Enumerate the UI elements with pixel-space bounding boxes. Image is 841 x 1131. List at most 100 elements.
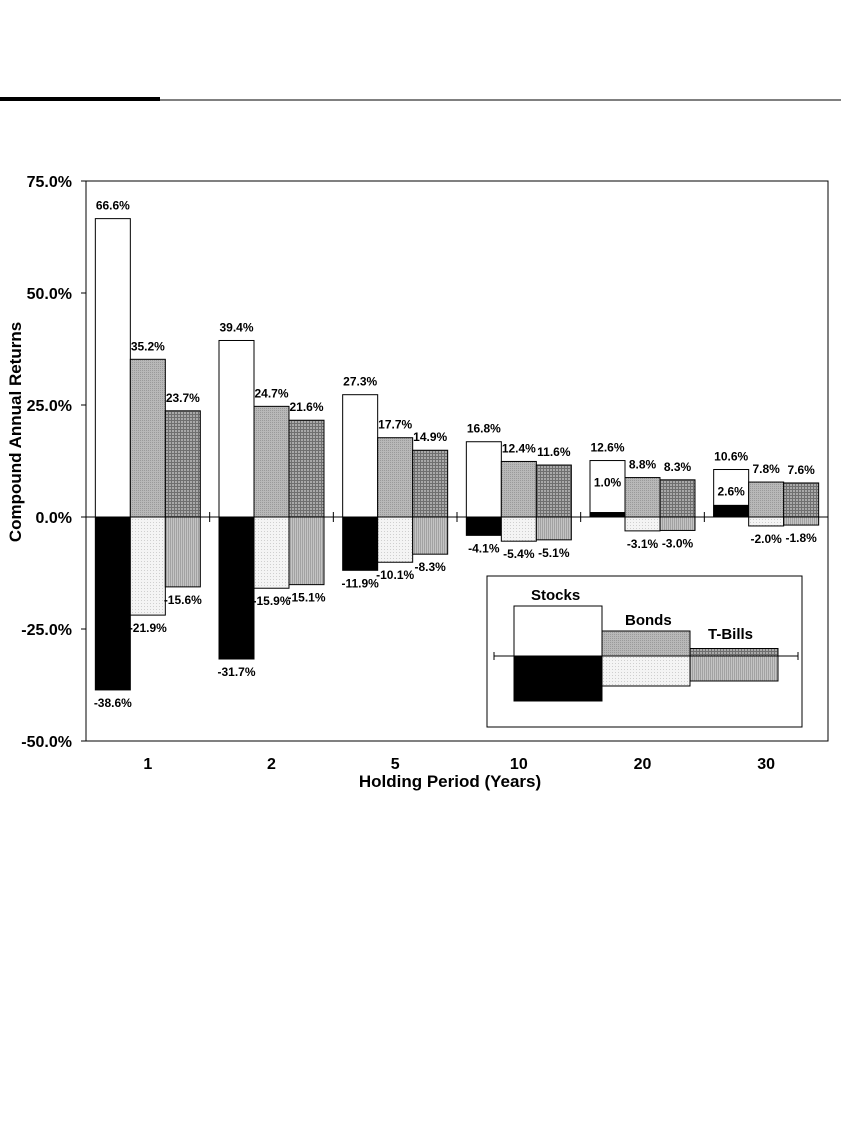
x-tick-label: 30 (757, 756, 775, 773)
bar-tbills-min (412, 516, 449, 555)
data-label-stocks-min: -38.6% (94, 696, 132, 710)
y-tick-label: -25.0% (21, 622, 72, 639)
legend-label-tbills: T-Bills (708, 626, 753, 643)
bar-tbills-min (659, 516, 696, 531)
data-label-stocks-min: -11.9% (341, 576, 379, 590)
bar-tbills-max (535, 464, 572, 518)
data-label-stocks-max: 16.8% (467, 422, 501, 436)
legend-swatch-tbills-min (689, 655, 779, 682)
data-label-stocks-max: 39.4% (219, 320, 253, 334)
bar-stocks-min (589, 512, 626, 518)
legend-swatch-stocks-max (513, 605, 603, 657)
bar-tbills-max (659, 479, 696, 518)
data-label-stocks-min: 2.6% (717, 485, 745, 499)
bar-bonds-min (500, 516, 537, 542)
x-tick-label: 20 (634, 756, 652, 773)
bar-bonds-max (253, 405, 290, 518)
bar-tbills-max (412, 449, 449, 518)
data-label-stocks-max: 66.6% (96, 199, 130, 213)
data-label-bonds-min: -5.4% (503, 547, 535, 561)
data-label-bonds-max: 35.2% (131, 339, 165, 353)
data-label-tbills-min: -1.8% (785, 531, 817, 545)
bar-stocks-min (342, 516, 379, 571)
bar-tbills-max (783, 482, 820, 518)
data-label-bonds-min: -10.1% (376, 568, 414, 582)
data-label-bonds-min: -3.1% (627, 537, 659, 551)
data-label-tbills-min: -3.0% (662, 536, 694, 550)
header-rule-thick (0, 97, 160, 101)
data-label-bonds-min: -21.9% (129, 621, 167, 635)
data-label-bonds-min: -2.0% (750, 532, 782, 546)
data-label-bonds-max: 12.4% (502, 441, 536, 455)
x-tick-label: 2 (267, 756, 276, 773)
data-label-tbills-min: -8.3% (414, 560, 446, 574)
y-axis: 75.0% 50.0% 25.0% 0.0% -25.0% -50.0% (21, 174, 86, 751)
bar-tbills-max (288, 419, 325, 518)
data-label-tbills-max: 8.3% (664, 460, 692, 474)
data-label-stocks-max: 10.6% (714, 450, 748, 464)
bar-stocks-min (218, 516, 255, 660)
bar-tbills-min (535, 516, 572, 541)
legend-swatch-bonds-max (601, 630, 691, 657)
bar-bonds-min (253, 516, 290, 589)
data-label-bonds-max: 8.8% (629, 458, 657, 472)
data-label-stocks-max: 27.3% (343, 375, 377, 389)
bar-stocks-min (713, 504, 750, 518)
bar-tbills-max (164, 410, 201, 518)
bars (94, 218, 820, 691)
bar-bonds-min (377, 516, 414, 563)
bar-tbills-min (164, 516, 201, 588)
data-label-stocks-min: -31.7% (217, 665, 255, 679)
data-label-stocks-min: 1.0% (594, 476, 622, 490)
data-label-bonds-max: 24.7% (254, 386, 288, 400)
data-label-tbills-min: -15.6% (164, 593, 202, 607)
data-label-bonds-max: 17.7% (378, 418, 412, 432)
x-tick-label: 1 (143, 756, 152, 773)
bar-stocks-max (589, 460, 626, 518)
bar-stocks-max (465, 441, 502, 518)
bar-tbills-min (783, 516, 820, 526)
x-axis-title: Holding Period (Years) (359, 772, 541, 791)
bar-stocks-max (342, 394, 379, 518)
bar-bonds-max (624, 477, 661, 518)
data-label-bonds-max: 7.8% (752, 462, 780, 476)
bar-stocks-min (94, 516, 131, 691)
bar-bonds-min (129, 516, 166, 616)
bar-bonds-max (500, 460, 537, 518)
data-label-bonds-min: -15.9% (252, 594, 290, 608)
y-tick-label: -50.0% (21, 734, 72, 751)
data-label-tbills-max: 7.6% (787, 463, 815, 477)
data-label-tbills-max: 21.6% (289, 400, 323, 414)
bar-bonds-max (377, 437, 414, 518)
y-axis-title: Compound Annual Returns (6, 322, 25, 542)
bar-stocks-max (94, 218, 131, 518)
data-label-stocks-max: 12.6% (590, 441, 624, 455)
data-label-stocks-min: -4.1% (468, 541, 500, 555)
bar-stocks-max (218, 339, 255, 518)
data-label-tbills-min: -15.1% (287, 591, 325, 605)
bar-tbills-min (288, 516, 325, 586)
legend-swatch-stocks-min (513, 655, 603, 702)
bar-bonds-min (624, 516, 661, 532)
x-axis: 1 2 5 10 20 30 (143, 512, 775, 773)
x-tick-label: 5 (391, 756, 400, 773)
bar-bonds-max (748, 481, 785, 518)
legend-swatch-tbills-max (689, 648, 779, 657)
data-label-tbills-max: 11.6% (537, 445, 571, 459)
bar-bonds-min (748, 516, 785, 527)
y-tick-label: 25.0% (27, 398, 72, 415)
legend-label-stocks: Stocks (531, 587, 580, 604)
data-label-tbills-min: -5.1% (538, 546, 570, 560)
x-tick-label: 10 (510, 756, 528, 773)
legend-swatch-bonds-min (601, 655, 691, 687)
y-tick-label: 50.0% (27, 286, 72, 303)
data-label-tbills-max: 14.9% (413, 430, 447, 444)
y-tick-label: 75.0% (27, 174, 72, 191)
data-label-tbills-max: 23.7% (166, 391, 200, 405)
bar-stocks-min (465, 516, 502, 536)
data-labels: 66.6% -38.6% 35.2% -21.9% 23.7% -15.6% 39.4% -3… (94, 199, 817, 710)
legend-label-bonds: Bonds (625, 612, 672, 629)
y-tick-label: 0.0% (36, 510, 72, 527)
bar-bonds-max (129, 358, 166, 518)
